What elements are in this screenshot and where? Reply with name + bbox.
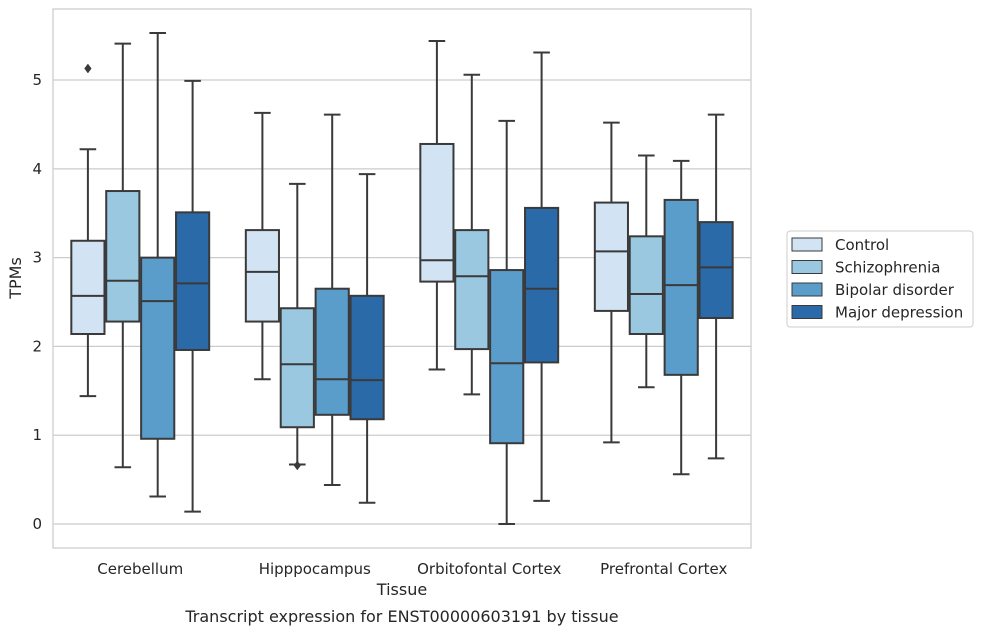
box [593,201,629,312]
box [489,269,525,445]
box [244,229,280,323]
box-group [105,42,141,469]
box [628,235,664,335]
box [419,142,455,283]
plot-frame [52,8,752,549]
box [663,198,699,376]
x-tick-label: Cerebellum [97,560,183,578]
box [140,256,176,440]
box-group [314,113,350,486]
box-group [593,121,629,444]
legend: Control Schizophrenia Bipolar disorder Majo… [786,230,974,328]
box [698,221,734,320]
legend-swatch [791,237,823,252]
box-group [698,113,734,460]
box-group [140,31,176,498]
box-group [663,159,699,476]
legend-swatch [791,282,823,297]
legend-label: Major depression [835,304,963,322]
legend-label: Control [835,236,889,254]
box-plots [70,31,734,526]
box-group [70,63,106,398]
box-group [454,73,490,396]
x-tick-labels: Cerebellum Hipppocampus Orbitofontal Corte… [97,560,727,578]
legend-items: Control Schizophrenia Bipolar disorder Majo… [791,236,963,322]
box-group [628,154,664,389]
box-group [349,173,385,504]
legend-label: Schizophrenia [835,259,940,277]
box [175,211,211,351]
legend-frame [786,230,974,328]
box-group [524,51,560,502]
box [314,287,350,416]
y-tick-label: 4 [32,160,42,178]
box-group [419,39,455,371]
legend-swatch [791,305,823,319]
y-tick-label: 3 [32,249,42,267]
box-group [279,182,315,471]
box [349,294,385,421]
chart-caption: Transcript expression for ENST0000060319… [184,607,618,626]
y-tick-label: 5 [32,71,42,89]
y-tick-labels: 0 1 2 3 4 5 [32,71,42,533]
box [70,239,106,335]
outlier-point [84,63,92,74]
box [105,190,141,323]
legend-swatch [791,260,823,274]
y-tick-label: 2 [32,337,42,355]
box-group [244,111,280,381]
outlier-point [293,460,301,471]
y-axis-label: TPMs [6,257,25,300]
box [524,206,560,364]
y-tick-label: 0 [32,515,42,533]
x-tick-label: Hipppocampus [259,560,371,578]
y-tick-label: 1 [32,426,42,444]
box [454,229,490,351]
box-group [489,119,525,526]
x-tick-label: Prefrontal Cortex [600,560,727,578]
legend-label: Bipolar disorder [835,281,955,299]
box [279,307,315,429]
x-axis-label: Tissue [376,580,427,599]
x-tick-label: Orbitofontal Cortex [417,560,561,578]
box-group [175,79,211,513]
